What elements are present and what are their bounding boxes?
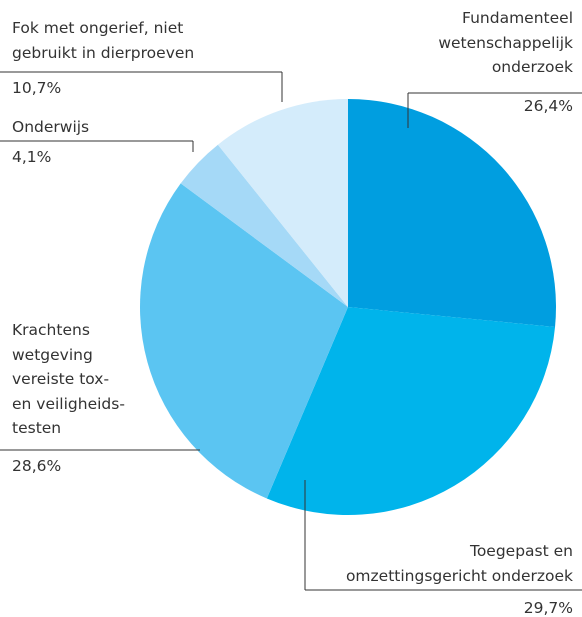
slice-label: Fundamenteel wetenschappelijk onderzoek [438,9,573,76]
slice-label: Toegepast en omzettingsgericht onderzoek [345,542,573,585]
pie-slice [217,99,348,307]
pie-slice [348,99,556,327]
slice-value-label: 10,7% [12,79,62,97]
pie-slice [266,307,556,515]
slice-value-label: 26,4% [523,97,573,115]
slice-label: Fok met ongerief, niet gebruikt in dierp… [12,19,195,62]
slice-label: Onderwijs [12,118,90,136]
slice-value-label: 28,6% [12,457,62,475]
pie-slice [180,144,348,307]
slice-label: Krachtens wetgeving vereiste tox- en vei… [12,321,125,437]
pie-slice [140,183,348,499]
slice-value-label: 4,1% [12,148,52,166]
slice-value-label: 29,7% [523,599,573,617]
